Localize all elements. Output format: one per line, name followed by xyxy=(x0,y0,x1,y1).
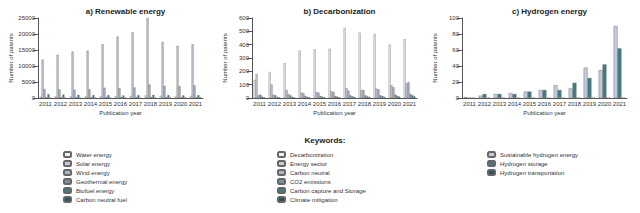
svg-text:2013: 2013 xyxy=(283,101,297,107)
svg-text:100: 100 xyxy=(239,82,250,88)
svg-text:2020: 2020 xyxy=(598,101,612,107)
svg-text:0: 0 xyxy=(456,95,460,101)
svg-text:2016: 2016 xyxy=(114,101,128,107)
svg-text:2012: 2012 xyxy=(54,101,68,107)
svg-text:Sustainable hydrogen energy: Sustainable hydrogen energy xyxy=(500,152,578,158)
svg-text:Carbon capture and Storage: Carbon capture and Storage xyxy=(290,188,366,194)
svg-text:2014: 2014 xyxy=(298,101,312,107)
svg-text:Solar energy: Solar energy xyxy=(76,161,110,167)
svg-text:2012: 2012 xyxy=(268,101,282,107)
svg-text:2018: 2018 xyxy=(568,101,582,107)
svg-text:2013: 2013 xyxy=(69,101,83,107)
svg-text:100: 100 xyxy=(449,15,460,21)
svg-text:CO2 emissions: CO2 emissions xyxy=(290,179,331,185)
svg-text:2014: 2014 xyxy=(84,101,98,107)
svg-text:Publication year: Publication year xyxy=(523,110,566,116)
svg-text:20000: 20000 xyxy=(18,31,35,37)
svg-text:2015: 2015 xyxy=(523,101,537,107)
svg-text:2018: 2018 xyxy=(144,101,158,107)
svg-text:2015: 2015 xyxy=(313,101,327,107)
svg-text:2012: 2012 xyxy=(478,101,492,107)
svg-text:b) Decarbonization: b) Decarbonization xyxy=(303,7,375,16)
svg-text:500: 500 xyxy=(239,28,250,34)
svg-text:2017: 2017 xyxy=(553,101,567,107)
svg-text:Publication year: Publication year xyxy=(313,110,356,116)
svg-text:2017: 2017 xyxy=(343,101,357,107)
svg-text:Water energy: Water energy xyxy=(76,152,112,158)
svg-text:Decarbonization: Decarbonization xyxy=(290,152,333,158)
svg-text:0: 0 xyxy=(32,95,36,101)
svg-text:25000: 25000 xyxy=(18,15,35,21)
svg-text:Number of patents: Number of patents xyxy=(432,33,438,82)
svg-text:2018: 2018 xyxy=(358,101,372,107)
svg-text:Number of patents: Number of patents xyxy=(222,33,228,82)
svg-text:200: 200 xyxy=(239,68,250,74)
svg-text:2019: 2019 xyxy=(373,101,387,107)
svg-text:0: 0 xyxy=(246,95,250,101)
svg-text:2019: 2019 xyxy=(159,101,173,107)
svg-text:2019: 2019 xyxy=(583,101,597,107)
svg-text:80: 80 xyxy=(452,31,459,37)
svg-text:Wind energy: Wind energy xyxy=(76,170,110,176)
svg-text:Geothermal energy: Geothermal energy xyxy=(76,179,127,185)
svg-text:2021: 2021 xyxy=(613,101,627,107)
svg-text:400: 400 xyxy=(239,42,250,48)
svg-text:Hydrogen storage: Hydrogen storage xyxy=(500,161,548,167)
svg-text:2011: 2011 xyxy=(253,101,267,107)
svg-text:Carbon neutral: Carbon neutral xyxy=(290,170,330,176)
svg-text:Keywords:: Keywords: xyxy=(305,136,346,145)
svg-text:40: 40 xyxy=(452,63,459,69)
svg-text:2016: 2016 xyxy=(328,101,342,107)
svg-text:Hydrogen transportation: Hydrogen transportation xyxy=(500,170,564,176)
svg-text:2020: 2020 xyxy=(388,101,402,107)
svg-text:2013: 2013 xyxy=(493,101,507,107)
svg-text:2021: 2021 xyxy=(403,101,417,107)
svg-text:2015: 2015 xyxy=(99,101,113,107)
svg-text:Carbon neutral fuel: Carbon neutral fuel xyxy=(76,197,127,203)
svg-text:Publication year: Publication year xyxy=(99,110,142,116)
svg-text:a) Renewable energy: a) Renewable energy xyxy=(86,7,166,16)
svg-text:2017: 2017 xyxy=(129,101,143,107)
svg-text:15000: 15000 xyxy=(18,47,35,53)
svg-text:c) Hydrogen energy: c) Hydrogen energy xyxy=(512,7,588,16)
svg-text:300: 300 xyxy=(239,55,250,61)
svg-text:Energy sector: Energy sector xyxy=(290,161,327,167)
svg-text:Biofuel energy: Biofuel energy xyxy=(76,188,114,194)
svg-text:Climate mitigation: Climate mitigation xyxy=(290,197,338,203)
svg-text:2014: 2014 xyxy=(508,101,522,107)
svg-text:20: 20 xyxy=(452,79,459,85)
svg-text:600: 600 xyxy=(239,15,250,21)
svg-text:10000: 10000 xyxy=(18,63,35,69)
svg-text:2016: 2016 xyxy=(538,101,552,107)
svg-text:60: 60 xyxy=(452,47,459,53)
svg-text:2011: 2011 xyxy=(463,101,477,107)
svg-text:Number of patents: Number of patents xyxy=(8,33,14,82)
svg-text:5000: 5000 xyxy=(22,79,36,85)
svg-text:2011: 2011 xyxy=(39,101,53,107)
svg-text:2021: 2021 xyxy=(189,101,203,107)
svg-text:2020: 2020 xyxy=(174,101,188,107)
